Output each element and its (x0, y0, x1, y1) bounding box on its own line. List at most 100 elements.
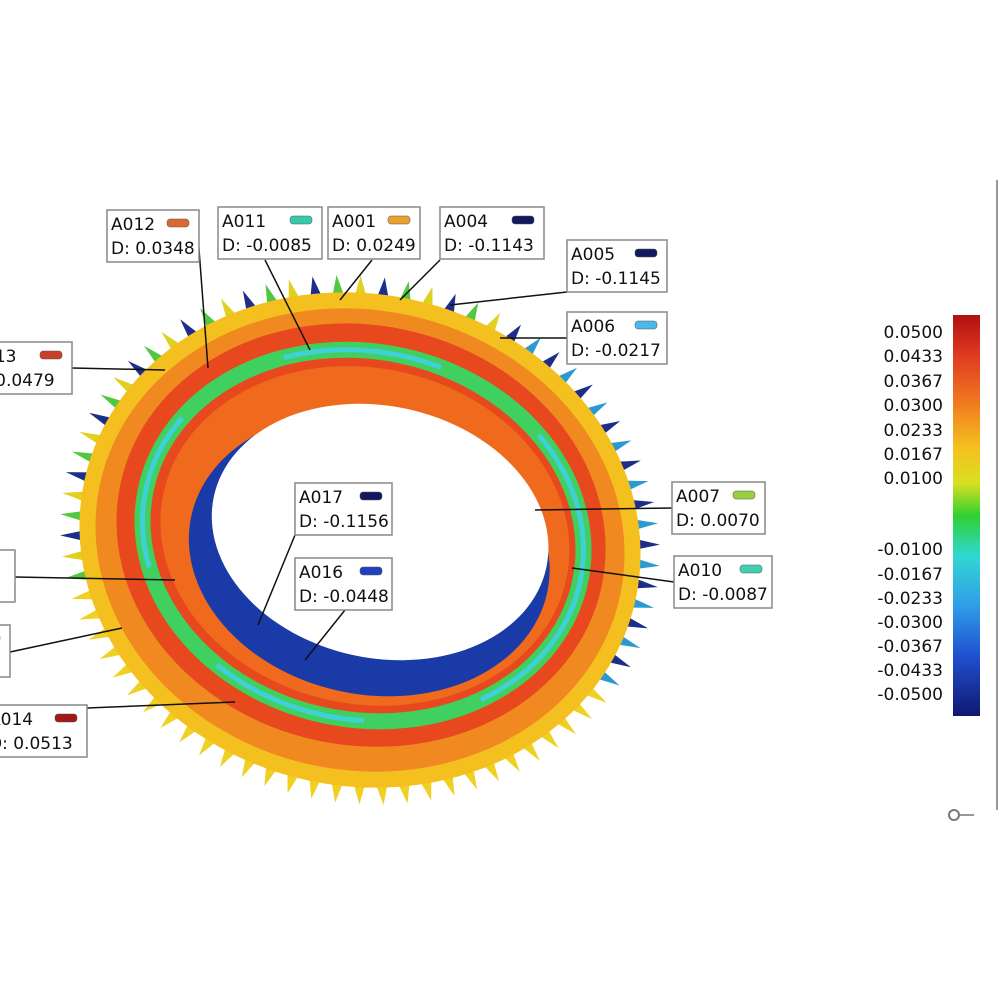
annotation: A017 D: -0.1156 (294, 482, 393, 536)
leader (304, 609, 346, 661)
annotation-box (439, 206, 545, 260)
annotation-id: A006 (571, 317, 615, 337)
annotation-box (566, 239, 668, 293)
legend-label: -0.0167 (877, 565, 943, 585)
legend: 0.0500 0.0433 0.0367 0.0300 0.0233 0.0167 0.01… (877, 323, 943, 705)
gear-tooth (79, 431, 103, 445)
gear-tooth (62, 491, 86, 502)
leader (14, 576, 176, 581)
annotation-value: D: -0.1145 (571, 269, 661, 289)
gear-tooth (635, 519, 659, 530)
annotation-box (327, 206, 421, 260)
annotation-id: A017 (299, 488, 343, 508)
leader (339, 259, 373, 301)
annotation-swatch (387, 215, 411, 225)
annotation: A010 D: -0.0087 (673, 555, 773, 609)
annotation-box (0, 704, 88, 758)
gear-tooth (60, 511, 83, 521)
gear-tooth (421, 286, 433, 308)
gear-tooth (71, 589, 95, 600)
gear-tooth (376, 784, 388, 805)
annotation-swatch (739, 564, 763, 574)
annotation-swatch (166, 218, 190, 228)
annotation-id: A010 (678, 561, 722, 581)
annotation-id: A016 (299, 563, 343, 583)
annotation-swatch (359, 491, 383, 501)
annotation-box (0, 341, 73, 395)
gear-tooth (309, 778, 321, 799)
annotation-swatch (634, 248, 658, 258)
annotation-swatch (511, 215, 535, 225)
gear-tooth (398, 783, 410, 804)
annotation: A005 D: -0.1145 (566, 239, 668, 293)
gear-tooth (332, 275, 344, 296)
legend-label: 0.0100 (884, 469, 943, 489)
annotation-id: A011 (222, 212, 266, 232)
annotation-swatch (634, 320, 658, 330)
legend-label: 0.0500 (884, 323, 943, 343)
legend-label: 0.0233 (884, 421, 943, 441)
gear-tooth (463, 768, 478, 790)
annotation-value: D: -0.0217 (571, 341, 661, 361)
annotation-swatch (732, 490, 756, 500)
legend-label: -0.0233 (877, 589, 943, 609)
annotation: A014 D: 0.0513 (0, 704, 88, 758)
annotation: A001 D: 0.0249 (327, 206, 421, 260)
legend-label: 0.0433 (884, 347, 943, 367)
color-bar (953, 315, 980, 716)
annotation: 013 : 0.0479 (0, 341, 73, 395)
annotation-value: D: -0.1156 (299, 512, 389, 532)
gear-tooth (65, 472, 90, 482)
annotation: A004 D: -0.1143 (439, 206, 545, 260)
annotation: 70 (0, 549, 16, 603)
legend-label: -0.0367 (877, 637, 943, 657)
gear-tooth (420, 780, 432, 801)
gear-tooth (631, 499, 655, 510)
leader (9, 627, 123, 653)
annotation-swatch (289, 215, 313, 225)
gear-tooth (353, 784, 365, 805)
leader (71, 367, 166, 371)
annotation: A012 D: 0.0348 (106, 209, 200, 263)
annotation-value: D: -0.0448 (299, 587, 389, 607)
annotation-id: A014 (0, 710, 33, 730)
annotation-id: A005 (571, 245, 615, 265)
annotation-id: A012 (111, 215, 155, 235)
annotation-box (671, 481, 766, 535)
annotation-value: : 0.0479 (0, 371, 55, 391)
gear-tooth (442, 775, 455, 796)
annotation-swatch (54, 713, 78, 723)
legend-label: -0.0433 (877, 661, 943, 681)
gear-tooth (242, 290, 257, 312)
annotation-id: A004 (444, 212, 488, 232)
legend-label: 0.0167 (884, 445, 943, 465)
legend-label: -0.0100 (877, 540, 943, 560)
annotation-value: D: -0.0085 (222, 236, 312, 256)
gear-tooth (624, 617, 649, 629)
leader-lines (9, 235, 675, 709)
leader (264, 259, 311, 351)
annotation: A011 D: -0.0085 (217, 206, 323, 260)
gear-tooth (637, 559, 660, 569)
annotation: A006 D: -0.0217 (566, 311, 668, 365)
annotation-value: D: 0.0513 (0, 734, 73, 754)
gear-tooth (61, 550, 85, 561)
gear-tooth (630, 598, 655, 608)
gear-band (140, 347, 586, 724)
annotation-id: 013 (0, 347, 16, 367)
gear-tooth (288, 279, 300, 300)
gear-tooth (60, 530, 83, 541)
leader (449, 291, 568, 306)
annotation-box (673, 555, 773, 609)
gear-tooth (617, 635, 641, 649)
annotation-value: D: 0.0348 (111, 239, 195, 259)
leader (257, 534, 296, 626)
annotation-box (217, 206, 323, 260)
gear-tooth (265, 284, 278, 305)
annotation-box (294, 482, 393, 536)
gear-tooth (625, 480, 649, 491)
gear-tooth (377, 277, 389, 298)
leader (534, 507, 673, 511)
annotations: A012 D: 0.0348 A011 D: -0.0085 A001 D: 0.0249… (0, 206, 773, 758)
